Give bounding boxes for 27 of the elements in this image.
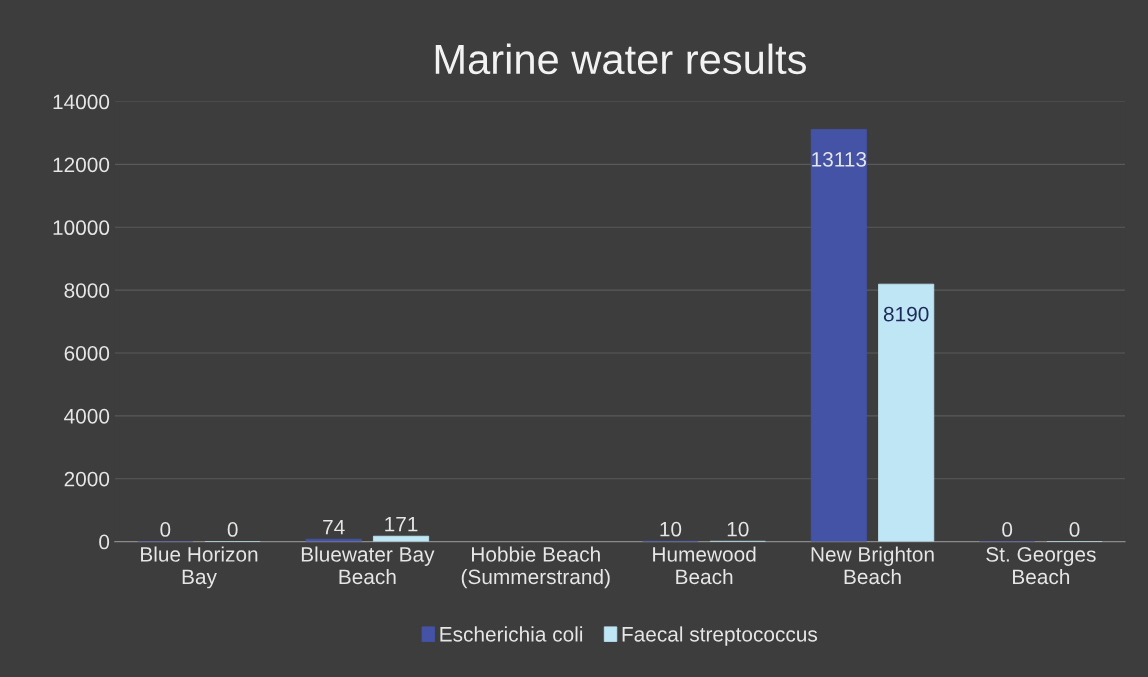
data-label: 0 — [1069, 522, 1080, 537]
y-tick-label: 14000 — [53, 94, 110, 110]
data-label: 0 — [160, 522, 171, 537]
data-label: 13113 — [812, 151, 867, 167]
x-tick-label: Hobbie Beach (Summerstrand) — [461, 546, 610, 589]
data-label: 8190 — [883, 306, 929, 322]
legend-label: Faecal streptococcus — [622, 626, 818, 646]
y-tick-label: 8000 — [64, 283, 110, 298]
x-tick-label: Bluewater Bay Beach — [301, 546, 435, 585]
legend-label: Escherichia coli — [440, 626, 583, 642]
y-tick-label: 6000 — [64, 346, 110, 361]
y-tick-label: 2000 — [64, 471, 110, 487]
data-label: 0 — [227, 522, 238, 537]
y-tick-label: 0 — [99, 534, 110, 550]
data-label: 0 — [1002, 522, 1013, 537]
data-label: 171 — [385, 516, 418, 532]
y-tick-label: 10000 — [53, 220, 110, 236]
chart-title: Marine water results — [435, 43, 806, 75]
data-label: 74 — [323, 519, 345, 535]
y-tick-label: 4000 — [64, 408, 110, 424]
y-tick-label: 12000 — [53, 157, 110, 173]
x-tick-label: Blue Horizon Bay — [141, 546, 258, 589]
data-label: 10 — [660, 521, 682, 537]
data-label: 10 — [727, 521, 749, 537]
x-tick-label: New Brighton Beach — [811, 546, 934, 585]
x-tick-label: Humewood Beach — [653, 546, 756, 585]
x-tick-label: St. Georges Beach — [986, 547, 1096, 585]
